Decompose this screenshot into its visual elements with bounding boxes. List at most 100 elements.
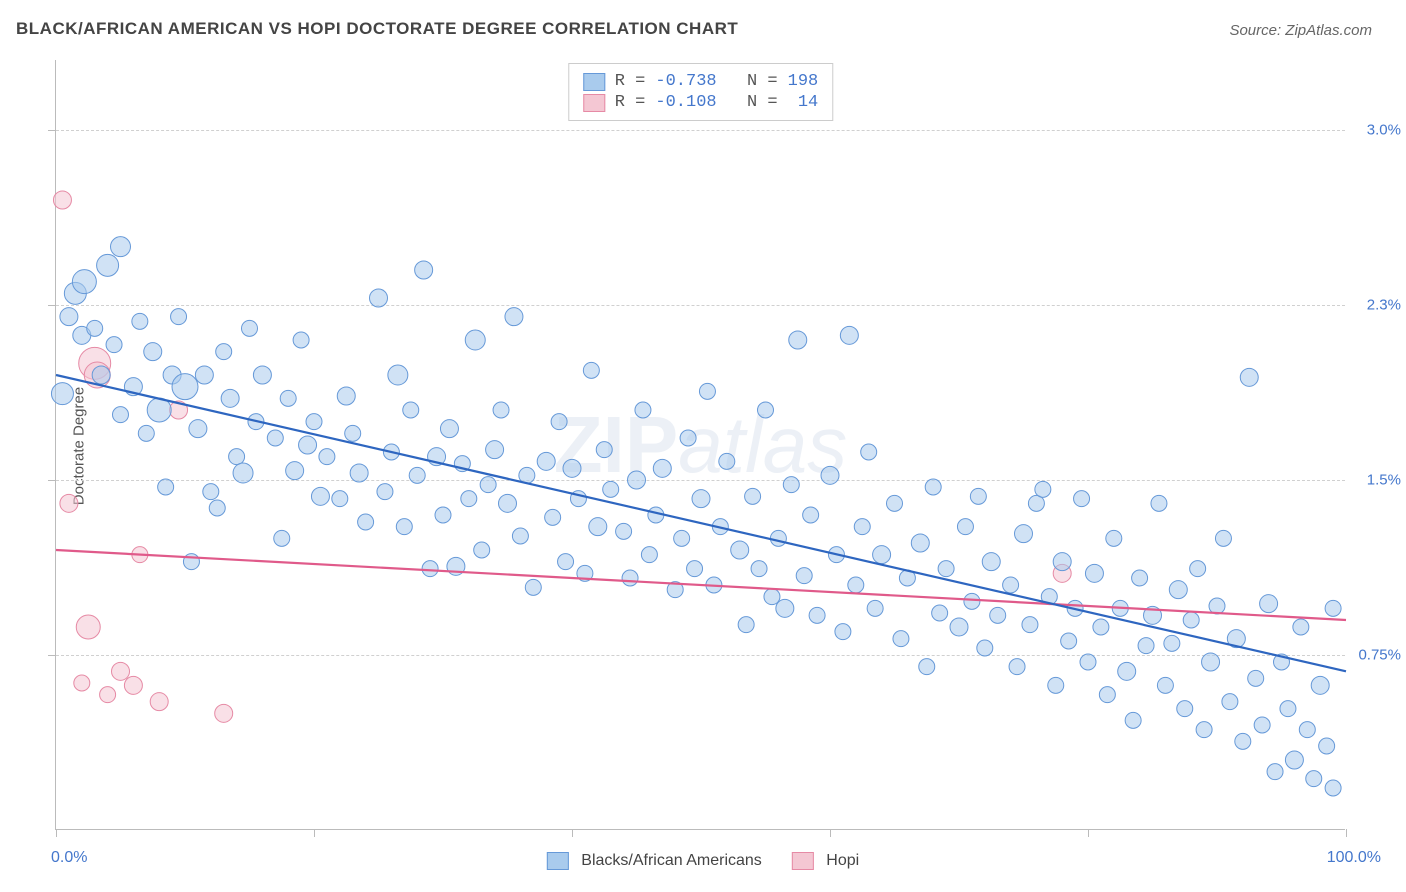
data-point [132,313,148,329]
data-point [840,326,858,344]
y-tick-label: 2.3% [1367,297,1401,314]
swatch-pink [583,94,605,112]
data-point [622,570,638,586]
data-point [738,617,754,633]
data-point [887,495,903,511]
data-point [1177,701,1193,717]
x-tick [314,829,315,837]
x-tick [1088,829,1089,837]
data-point [299,436,317,454]
series-legend: Blacks/African Americans Hopi [547,852,859,870]
data-point [893,631,909,647]
data-point [440,420,458,438]
data-point [751,561,767,577]
data-point [821,466,839,484]
data-point [1280,701,1296,717]
data-point [932,605,948,621]
data-point [1099,687,1115,703]
data-point [596,442,612,458]
regression-line [56,375,1346,671]
r-label: R = [615,93,646,112]
data-point [465,330,485,350]
n-value-pink: 14 [788,93,819,112]
data-point [1222,694,1238,710]
data-point [332,491,348,507]
regression-line [56,550,1346,620]
data-point [1061,633,1077,649]
data-point [867,600,883,616]
data-point [783,477,799,493]
data-point [106,337,122,353]
data-point [1035,481,1051,497]
chart-svg [56,60,1345,829]
data-point [505,308,523,326]
data-point [195,366,213,384]
data-point [982,553,1000,571]
data-point [950,618,968,636]
swatch-pink-bottom [792,852,814,870]
data-point [112,662,130,680]
y-tick [48,480,56,481]
data-point [957,519,973,535]
data-point [583,362,599,378]
data-point [377,484,393,500]
x-tick [572,829,573,837]
plot-area: 0.75%1.5%2.3%3.0% ZIPatlas R = -0.738 N … [55,60,1345,830]
data-point [674,530,690,546]
data-point [1215,530,1231,546]
data-point [1325,600,1341,616]
data-point [111,237,131,257]
data-point [171,309,187,325]
data-point [60,308,78,326]
data-point [1106,530,1122,546]
legend-item-pink: Hopi [792,852,859,870]
data-point [415,261,433,279]
data-point [113,407,129,423]
data-point [1125,712,1141,728]
data-point [53,191,71,209]
x-tick [56,829,57,837]
data-point [209,500,225,516]
data-point [635,402,651,418]
data-point [1118,662,1136,680]
data-point [1022,617,1038,633]
n-value-blue: 198 [788,72,819,91]
y-tick [48,305,56,306]
data-point [789,331,807,349]
data-point [1093,619,1109,635]
data-point [551,414,567,430]
data-point [215,704,233,722]
data-point [873,546,891,564]
data-point [731,541,749,559]
data-point [345,425,361,441]
data-point [1285,751,1303,769]
data-point [1183,612,1199,628]
data-point [124,676,142,694]
data-point [925,479,941,495]
y-tick [48,130,56,131]
data-point [189,420,207,438]
data-point [229,449,245,465]
n-label: N = [727,93,778,112]
data-point [435,507,451,523]
data-point [796,568,812,584]
data-point [409,467,425,483]
data-point [970,488,986,504]
data-point [616,523,632,539]
data-point [1267,764,1283,780]
data-point [396,519,412,535]
data-point [803,507,819,523]
data-point [221,389,239,407]
data-point [422,561,438,577]
data-point [1074,491,1090,507]
data-point [486,441,504,459]
data-point [144,343,162,361]
data-point [1151,495,1167,511]
legend-label-pink: Hopi [826,852,859,869]
data-point [1299,722,1315,738]
data-point [306,414,322,430]
data-point [358,514,374,530]
data-point [74,675,90,691]
data-point [1319,738,1335,754]
data-point [512,528,528,544]
